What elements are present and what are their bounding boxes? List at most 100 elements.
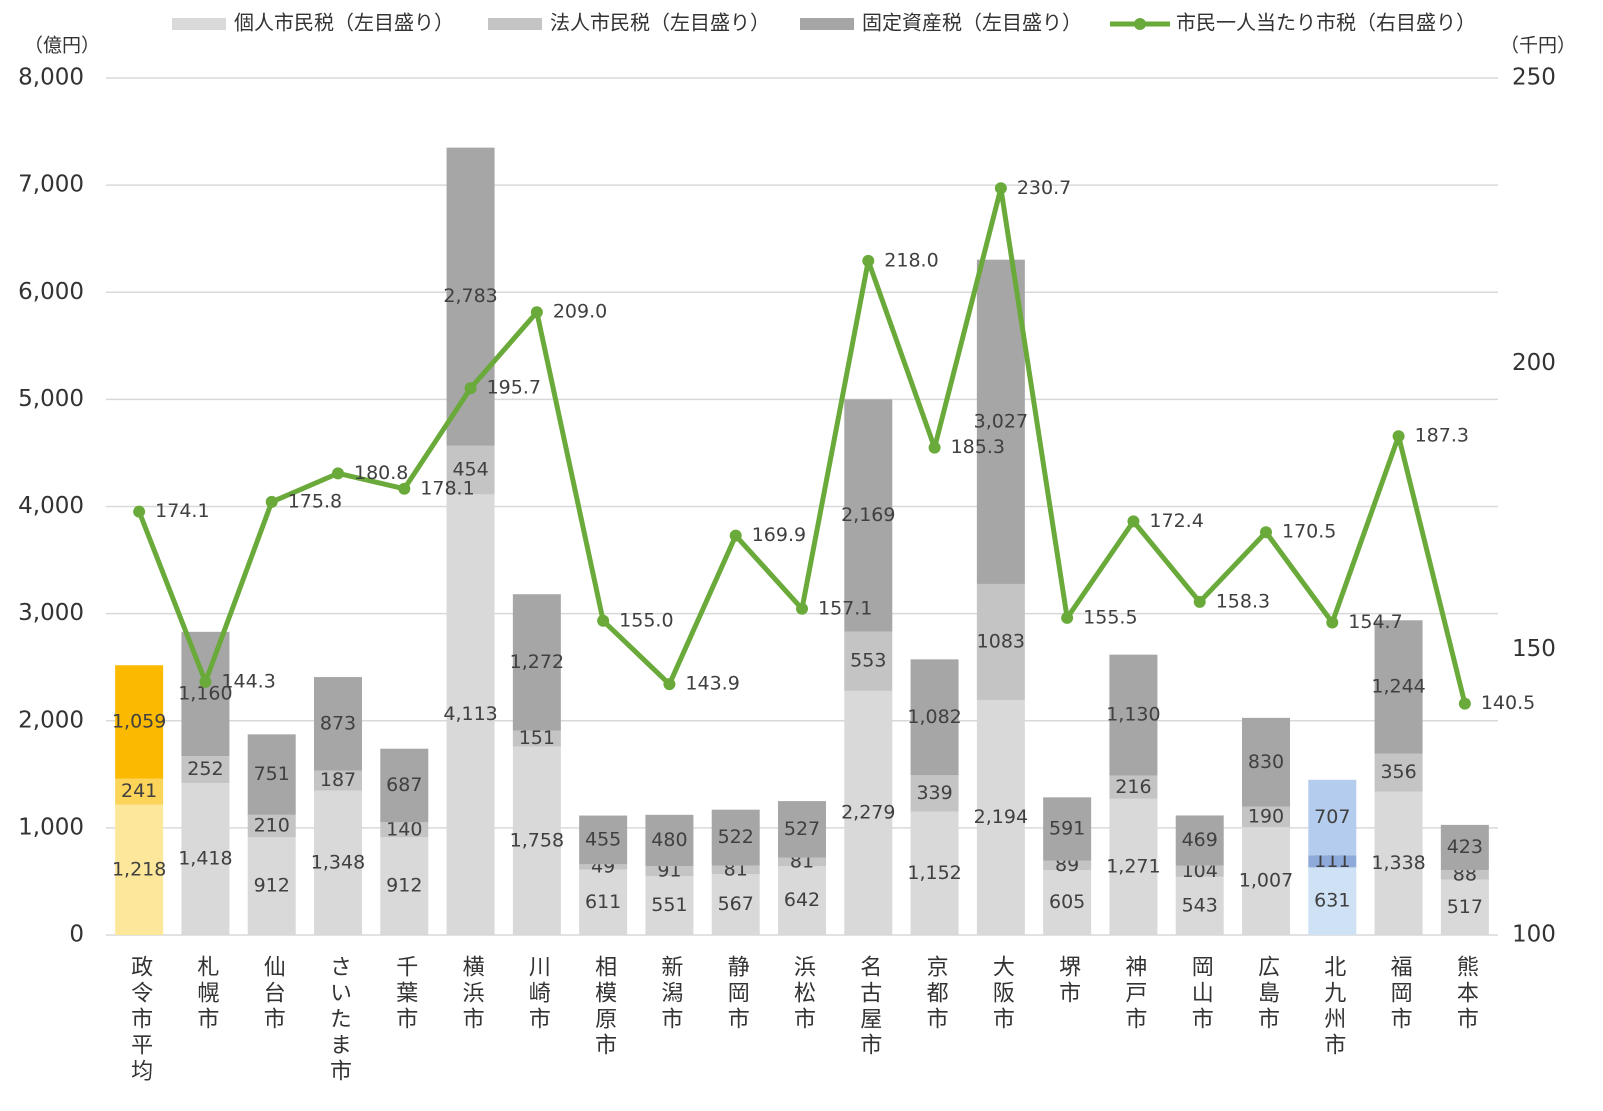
y2-tick-label: 150 <box>1512 636 1556 662</box>
bar-segment <box>115 804 164 935</box>
data-label: 1,059 <box>112 710 166 732</box>
legend-swatch <box>1134 18 1146 30</box>
x-tick-label: 名古屋市 <box>856 955 882 1059</box>
bar-segment <box>1242 827 1290 935</box>
y2-axis-label: （千円） <box>1500 35 1576 57</box>
x-tick-label: 相模原市 <box>591 955 617 1059</box>
y-tick-label: 5,000 <box>18 386 84 412</box>
data-label: 143.9 <box>685 673 739 695</box>
bar-segment <box>314 790 362 935</box>
data-label: 158.3 <box>1216 590 1270 612</box>
bar-segment <box>1043 870 1092 935</box>
data-label: 543 <box>1182 894 1218 916</box>
data-label: 605 <box>1049 891 1085 913</box>
bar-segment <box>844 631 893 691</box>
x-tick-label: 大阪市 <box>989 955 1015 1033</box>
bar-segment <box>1109 798 1158 935</box>
legend-label: 固定資産税（左目盛り） <box>862 11 1082 35</box>
data-label: 591 <box>1049 817 1085 839</box>
bar-segment <box>976 259 1025 584</box>
bar-segment <box>711 865 760 875</box>
y2-tick-label: 200 <box>1512 350 1556 376</box>
y-tick-label: 8,000 <box>18 65 84 91</box>
bar-segment <box>910 659 959 776</box>
bar-segment <box>1242 806 1290 828</box>
data-label: 187 <box>320 769 356 791</box>
bar-segment <box>1242 717 1290 807</box>
data-label: 1,244 <box>1371 675 1425 697</box>
data-label: 185.3 <box>951 436 1005 458</box>
data-label: 423 <box>1447 836 1483 858</box>
bar-segment <box>181 756 230 784</box>
bar-segment <box>1308 779 1357 856</box>
data-label: 157.1 <box>818 597 872 619</box>
bar-segment <box>579 864 628 870</box>
data-label: 339 <box>916 782 952 804</box>
data-label: 218.0 <box>884 249 938 271</box>
bar-segment <box>778 801 826 858</box>
x-tick-label: 静岡市 <box>724 955 750 1033</box>
data-label: 687 <box>386 774 422 796</box>
line-point <box>663 678 676 691</box>
data-label: 642 <box>784 889 820 911</box>
legend-label: 市民一人当たり市税（右目盛り） <box>1176 11 1476 35</box>
data-label: 611 <box>585 891 621 913</box>
legend-swatch <box>800 18 854 30</box>
line-point <box>597 614 610 627</box>
line-point <box>928 441 941 454</box>
bar-segment <box>247 734 296 815</box>
bar-segment <box>1308 867 1357 935</box>
data-label: 169.9 <box>752 524 806 546</box>
bar-segment <box>1175 815 1224 866</box>
y2-tick-label: 250 <box>1512 65 1556 91</box>
data-label: 230.7 <box>1017 177 1071 199</box>
y-tick-label: 3,000 <box>18 600 84 626</box>
bar-segment <box>1374 791 1423 935</box>
legend-swatch <box>172 18 226 30</box>
bar-segment <box>247 837 296 935</box>
y2-tick-label: 100 <box>1512 922 1556 948</box>
bar-segment <box>314 770 362 791</box>
data-label: 517 <box>1447 896 1483 918</box>
data-label: 144.3 <box>221 670 275 692</box>
x-tick-label: 広島市 <box>1254 955 1280 1033</box>
line-point <box>464 382 477 395</box>
x-tick-label: 福岡市 <box>1387 955 1413 1033</box>
data-label: 151 <box>519 727 555 749</box>
data-label: 1,007 <box>1239 870 1293 892</box>
x-tick-label: 熊本市 <box>1453 955 1479 1033</box>
data-label: 174.1 <box>155 500 209 522</box>
bar-segment <box>778 866 826 935</box>
data-label: 1083 <box>977 630 1025 652</box>
y-tick-label: 1,000 <box>18 814 84 840</box>
data-label: 553 <box>850 650 886 672</box>
x-tick-label: 横浜市 <box>459 955 485 1033</box>
line-point <box>1260 526 1272 539</box>
line-point <box>265 495 278 508</box>
data-label: 2,783 <box>443 285 497 307</box>
x-tick-label: 堺市 <box>1055 955 1081 1007</box>
data-label: 912 <box>254 875 290 897</box>
bar-segment <box>446 147 495 446</box>
data-label: 216 <box>1115 776 1151 798</box>
data-label: 154.7 <box>1348 611 1402 633</box>
line-point <box>1392 430 1405 443</box>
data-label: 140.5 <box>1481 692 1535 714</box>
data-label: 480 <box>651 829 687 851</box>
bar-segment <box>115 778 164 805</box>
data-label: 140 <box>386 818 422 840</box>
bar-segment <box>1109 654 1158 776</box>
data-label: 1,348 <box>311 851 365 873</box>
bar-segment <box>115 665 164 779</box>
bar-segment <box>711 809 760 866</box>
data-label: 707 <box>1314 806 1350 828</box>
data-label: 209.0 <box>553 301 607 323</box>
data-label: 3,027 <box>974 410 1028 432</box>
line-point <box>1458 697 1471 710</box>
data-label: 912 <box>386 875 422 897</box>
bar-segment <box>1374 753 1423 792</box>
data-label: 170.5 <box>1282 521 1336 543</box>
x-tick-label: 政令市平均 <box>127 955 153 1085</box>
y-tick-label: 2,000 <box>18 707 84 733</box>
data-label: 180.8 <box>354 462 408 484</box>
